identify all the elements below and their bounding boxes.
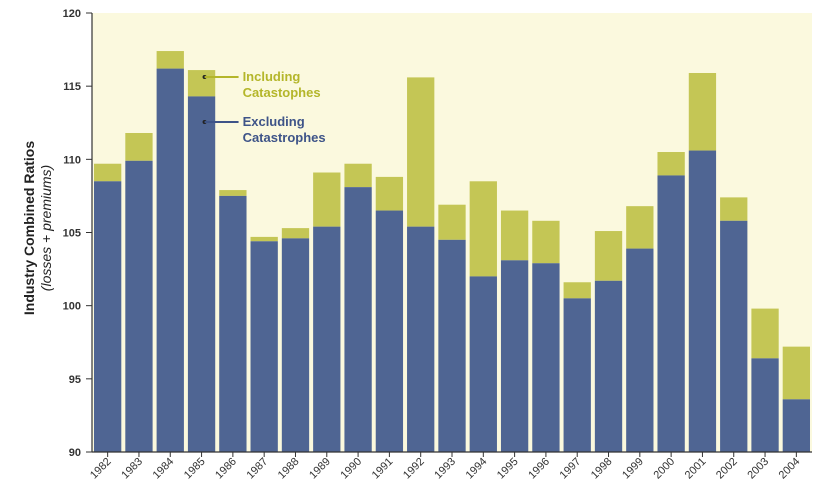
bar-excluding-catastrophes [782,399,810,452]
bar-excluding-catastrophes [500,260,529,452]
x-tick-label: 1993 [432,456,458,482]
x-tick-label: 1997 [558,456,584,482]
y-tick-label: 90 [69,447,81,459]
y-axis-subtitle: (losses + premiums) [38,165,54,291]
x-tick-label: 1982 [88,456,114,482]
bar-including-catastrophes [688,72,717,151]
bar-including-catastrophes [313,172,341,227]
y-tick-label: 100 [63,301,81,313]
annotation-label: Excluding [243,114,305,129]
x-tick-label: 1987 [244,456,270,482]
bar-including-catastrophes [281,228,310,239]
bar-excluding-catastrophes [313,226,341,452]
x-tick-label: 1986 [213,456,239,482]
bar-excluding-catastrophes [438,239,466,452]
bar-excluding-catastrophes [94,181,122,453]
bar-excluding-catastrophes [688,150,717,452]
x-tick-label: 1995 [495,456,521,482]
bar-excluding-catastrophes [219,195,247,452]
y-tick-label: 110 [63,154,81,166]
bar-including-catastrophes [782,346,810,400]
x-tick-label: 2001 [683,456,709,482]
x-tick-label: 2002 [714,456,740,482]
bar-excluding-catastrophes [250,241,278,452]
x-tick-label: 1998 [589,456,615,482]
bar-including-catastrophes [187,70,216,97]
bar-excluding-catastrophes [375,210,404,452]
bar-including-catastrophes [500,210,529,261]
bar-excluding-catastrophes [626,248,654,452]
bar-including-catastrophes [344,163,372,188]
bar-including-catastrophes [156,51,184,69]
y-tick-label: 95 [69,374,81,386]
x-tick-label: 1996 [526,456,552,482]
bar-including-catastrophes [720,197,748,221]
x-tick-label: 1985 [182,456,208,482]
bar-including-catastrophes [219,190,247,196]
bar-including-catastrophes [250,236,278,242]
y-tick-label: 105 [63,228,81,240]
x-tick-label: 1983 [119,456,145,482]
bar-excluding-catastrophes [720,220,748,452]
annotation-label: Catastrophes [243,130,326,145]
x-tick-label: 1989 [307,456,333,482]
x-tick-label: 2004 [777,456,803,482]
x-tick-label: 1984 [151,456,177,482]
y-axis-ticks: 90 95 100 105 110 115 120 [63,8,92,459]
x-tick-label: 2003 [745,456,771,482]
bar-excluding-catastrophes [187,96,216,452]
y-tick-label: 115 [63,81,81,93]
annotation-label: Including [243,69,301,84]
bar-including-catastrophes [469,181,497,277]
annotation-label: Catastophes [243,85,321,100]
x-tick-label: 1992 [401,456,427,482]
x-axis-ticks: 1982 1983 1984 1985 1986 1987 1988 1989 1990 1991… [88,452,802,481]
bar-excluding-catastrophes [469,276,497,452]
axes [91,13,812,453]
bar-excluding-catastrophes [532,263,560,452]
x-tick-label: 1990 [338,456,364,482]
bar-including-catastrophes [532,220,560,264]
bar-excluding-catastrophes [156,68,184,453]
bar-excluding-catastrophes [125,160,153,452]
bar-excluding-catastrophes [657,175,685,452]
bar-group [94,51,810,453]
x-tick-label: 1991 [370,456,396,482]
bar-including-catastrophes [626,206,654,249]
x-tick-label: 2000 [651,456,677,482]
bar-including-catastrophes [751,308,779,359]
y-axis-label: Industry Combined Ratios (losses + premi… [21,141,54,315]
bar-including-catastrophes [375,176,404,211]
bar-excluding-catastrophes [407,226,435,452]
bar-excluding-catastrophes [344,187,372,453]
bar-including-catastrophes [594,231,623,281]
bar-including-catastrophes [563,282,591,299]
y-axis-title: Industry Combined Ratios [21,141,37,315]
bar-excluding-catastrophes [751,358,779,452]
bar-including-catastrophes [438,204,466,240]
bar-excluding-catastrophes [563,298,591,452]
bar-excluding-catastrophes [281,238,310,452]
x-tick-label: 1988 [276,456,302,482]
bar-including-catastrophes [125,132,153,161]
bar-including-catastrophes [657,152,685,176]
bar-excluding-catastrophes [594,280,623,452]
bar-including-catastrophes [407,77,435,227]
x-tick-label: 1999 [620,456,646,482]
y-tick-label: 120 [63,8,81,20]
x-tick-label: 1994 [464,456,490,482]
bar-including-catastrophes [94,163,122,182]
